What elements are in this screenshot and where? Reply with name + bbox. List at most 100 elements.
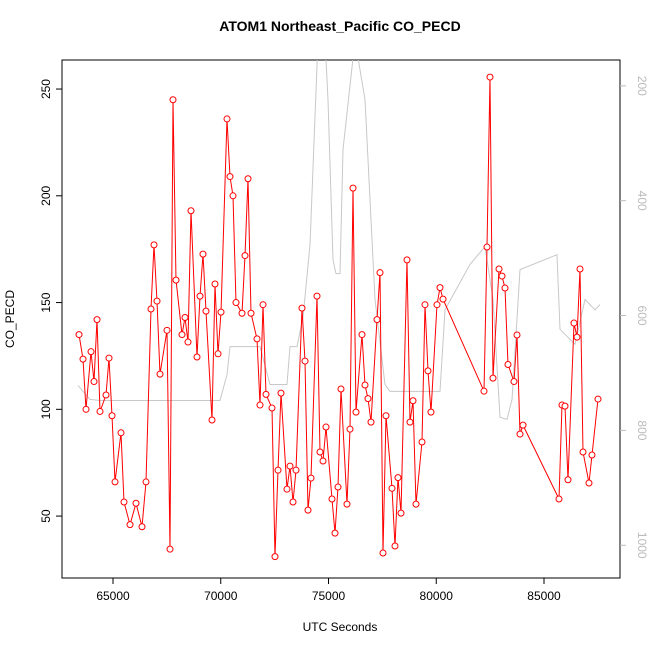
point xyxy=(268,404,276,412)
point xyxy=(163,326,171,334)
point xyxy=(573,333,581,341)
point xyxy=(181,314,189,322)
point xyxy=(259,301,267,309)
x-tick-label: 85000 xyxy=(527,589,561,603)
point xyxy=(316,448,324,456)
point xyxy=(214,350,222,358)
point xyxy=(304,506,312,514)
x-tick-label: 75000 xyxy=(312,589,346,603)
point xyxy=(585,479,593,487)
point xyxy=(588,451,596,459)
point xyxy=(421,301,429,309)
plot-area xyxy=(75,60,602,561)
x-axis-label: UTC Seconds xyxy=(303,620,378,634)
point xyxy=(274,466,282,474)
point xyxy=(358,331,366,339)
y2-tick-label: 800 xyxy=(635,420,649,440)
point xyxy=(108,412,116,420)
point xyxy=(244,175,252,183)
y-tick-label: 50 xyxy=(39,509,53,523)
point xyxy=(96,407,104,415)
point xyxy=(480,387,488,395)
point xyxy=(391,542,399,550)
point xyxy=(501,284,509,292)
point xyxy=(253,335,261,343)
point xyxy=(87,348,95,356)
point xyxy=(153,297,161,305)
x-tick-label: 70000 xyxy=(204,589,238,603)
point xyxy=(579,448,587,456)
point xyxy=(184,338,192,346)
point xyxy=(105,354,113,362)
point xyxy=(256,401,264,409)
point xyxy=(132,499,140,507)
point xyxy=(412,500,420,508)
point xyxy=(247,309,255,317)
point xyxy=(489,374,497,382)
point xyxy=(373,316,381,324)
point xyxy=(486,73,494,81)
point xyxy=(519,421,527,429)
point xyxy=(277,389,285,397)
point xyxy=(217,308,225,316)
point xyxy=(406,418,414,426)
point xyxy=(271,553,279,561)
point xyxy=(376,269,384,277)
point xyxy=(349,184,357,192)
y2-tick-label: 600 xyxy=(635,306,649,326)
point xyxy=(334,483,342,491)
point xyxy=(292,466,300,474)
chart-title: ATOM1 Northeast_Pacific CO_PECD xyxy=(219,18,460,34)
point xyxy=(313,292,321,300)
point xyxy=(289,498,297,506)
point xyxy=(223,115,231,123)
point xyxy=(90,378,98,386)
point xyxy=(495,265,503,273)
point xyxy=(117,429,125,437)
point xyxy=(409,397,417,405)
point xyxy=(346,425,354,433)
point xyxy=(337,385,345,393)
point xyxy=(513,331,521,339)
point xyxy=(433,301,441,309)
point xyxy=(555,495,563,503)
point xyxy=(352,408,360,416)
point xyxy=(427,408,435,416)
point xyxy=(418,438,426,446)
point xyxy=(301,357,309,365)
point xyxy=(498,272,506,280)
point xyxy=(322,423,330,431)
point xyxy=(483,243,491,251)
point xyxy=(361,381,369,389)
point xyxy=(262,390,270,398)
y2-tick-label: 1000 xyxy=(635,532,649,559)
point xyxy=(102,391,110,399)
point xyxy=(516,430,524,438)
point xyxy=(178,331,186,339)
point xyxy=(193,353,201,361)
point xyxy=(576,265,584,273)
point xyxy=(196,292,204,300)
point xyxy=(172,276,180,284)
series-line xyxy=(77,60,601,421)
point xyxy=(93,316,101,324)
point xyxy=(166,545,174,553)
point xyxy=(561,402,569,410)
point xyxy=(397,509,405,517)
x-tick-label: 65000 xyxy=(96,589,130,603)
point xyxy=(343,500,351,508)
y-tick-label: 150 xyxy=(39,292,53,312)
point xyxy=(504,360,512,368)
point xyxy=(169,96,177,104)
y-tick-label: 200 xyxy=(39,185,53,205)
y-axis-label: CO_PECD xyxy=(3,290,17,348)
point xyxy=(238,309,246,317)
point xyxy=(388,484,396,492)
point xyxy=(147,305,155,313)
point xyxy=(82,405,90,413)
point xyxy=(156,370,164,378)
point xyxy=(199,250,207,258)
point xyxy=(307,474,315,482)
point xyxy=(328,495,336,503)
y-tick-label: 250 xyxy=(39,79,53,99)
